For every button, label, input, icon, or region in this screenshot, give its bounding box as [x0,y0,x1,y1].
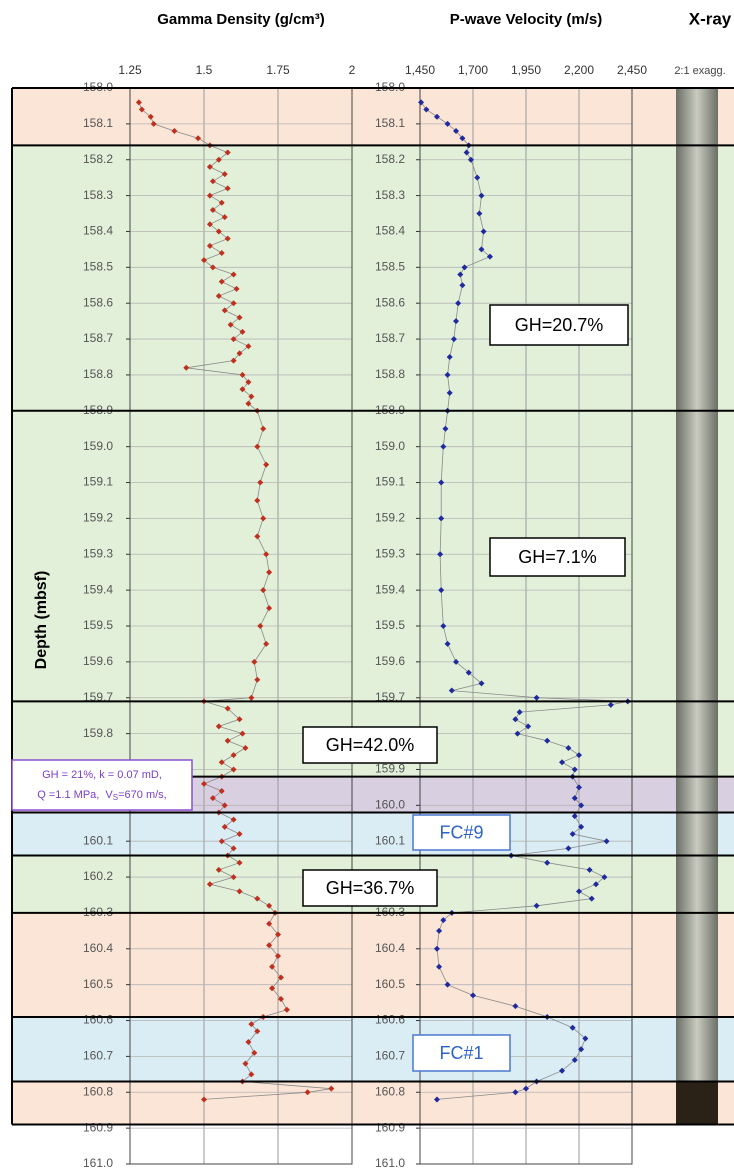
y-tick-label: 159.6 [83,654,113,668]
note-line: GH = 21%, k = 0.07 mD, [42,769,162,781]
y-tick-label: 160.4 [375,941,405,955]
y-tick-label: 159.3 [83,546,113,560]
y-tick-label: 160.6 [375,1013,405,1027]
x-tick-label: 1,950 [511,63,541,77]
y-tick-label: 158.2 [83,152,113,166]
y-tick-label: 158.4 [375,224,405,238]
y-tick-label: 159.5 [375,618,405,632]
y-tick-label: 159.8 [83,726,113,740]
y-tick-label: 160.9 [83,1120,113,1134]
y-tick-label: 158.3 [83,188,113,202]
zone [12,145,734,410]
y-tick-label: 158.1 [83,116,113,130]
note-part: Q =1.1 MPa, V [37,789,113,801]
x-tick-label: 1.25 [118,63,142,77]
y-tick-label: 159.6 [375,654,405,668]
y-tick-label: 159.5 [83,618,113,632]
x-tick-label: 2,200 [564,63,594,77]
xray-dark [676,1082,718,1125]
x-tick-label: 1.5 [196,63,213,77]
y-tick-label: 160.8 [83,1084,113,1098]
note-box [12,760,192,810]
zone [12,1017,734,1082]
zone [12,913,734,1017]
panel-title: P-wave Velocity (m/s) [450,11,603,28]
y-tick-label: 160.6 [83,1013,113,1027]
y-tick-label: 160.0 [375,798,405,812]
y-tick-label: 158.2 [375,152,405,166]
y-tick-label: 159.4 [375,582,405,596]
y-tick-label: 160.7 [375,1049,405,1063]
y-tick-label: 158.4 [83,224,113,238]
y-tick-label: 161.0 [83,1156,113,1170]
zone [12,813,734,856]
y-tick-label: 158.5 [375,260,405,274]
y-tick-label: 159.0 [375,439,405,453]
y-tick-label: 159.2 [83,511,113,525]
xray-image [676,88,718,1125]
y-tick-label: 158.6 [83,295,113,309]
annotation-text: GH=20.7% [515,315,604,335]
y-tick-label: 158.7 [83,331,113,345]
annotation-text: FC#9 [439,822,483,842]
annotation-text: GH=36.7% [326,878,415,898]
y-tick-label: 159.0 [83,439,113,453]
y-tick-label: 158.6 [375,295,405,309]
y-tick-label: 160.2 [83,869,113,883]
zone [12,88,734,145]
annotation-text: GH=7.1% [518,547,597,567]
x-tick-label: 2,450 [617,63,647,77]
y-tick-label: 158.8 [83,367,113,381]
note-line: Q =1.1 MPa, VS=670 m/s, [37,789,166,802]
y-tick-label: 160.9 [375,1120,405,1134]
zones [12,88,734,1125]
y-tick-label: 160.5 [83,977,113,991]
y-tick-label: 160.7 [83,1049,113,1063]
y-tick-label: 158.1 [375,116,405,130]
zone [12,1082,734,1125]
y-tick-label: 159.3 [375,546,405,560]
chart: X-ray 2:1 exagg. Gamma Density (g/cm³) 1.25… [0,0,734,1171]
annotation-text: GH=42.0% [326,735,415,755]
y-tick-label: 159.2 [375,511,405,525]
y-tick-label: 159.1 [83,475,113,489]
y-tick-label: 158.3 [375,188,405,202]
y-tick-label: 161.0 [375,1156,405,1170]
panel-title: Gamma Density (g/cm³) [157,11,325,28]
y-tick-label: 158.8 [375,367,405,381]
xray-title: X-ray [689,9,732,28]
x-tick-label: 1,700 [458,63,488,77]
y-tick-label: 160.1 [83,833,113,847]
x-tick-label: 1,450 [405,63,435,77]
y-axis-label: Depth (mbsf) [33,571,50,670]
y-tick-label: 159.4 [83,582,113,596]
y-tick-label: 159.1 [375,475,405,489]
y-tick-label: 158.5 [83,260,113,274]
y-tick-label: 160.5 [375,977,405,991]
y-tick-label: 160.1 [375,833,405,847]
y-tick-label: 158.7 [375,331,405,345]
annotation-text: FC#1 [439,1043,483,1063]
y-tick-label: 160.8 [375,1084,405,1098]
y-tick-label: 160.4 [83,941,113,955]
x-tick-label: 1.75 [266,63,290,77]
note-part: =670 m/s, [118,789,167,801]
xray-note: 2:1 exagg. [674,65,725,77]
x-tick-label: 2 [349,63,356,77]
